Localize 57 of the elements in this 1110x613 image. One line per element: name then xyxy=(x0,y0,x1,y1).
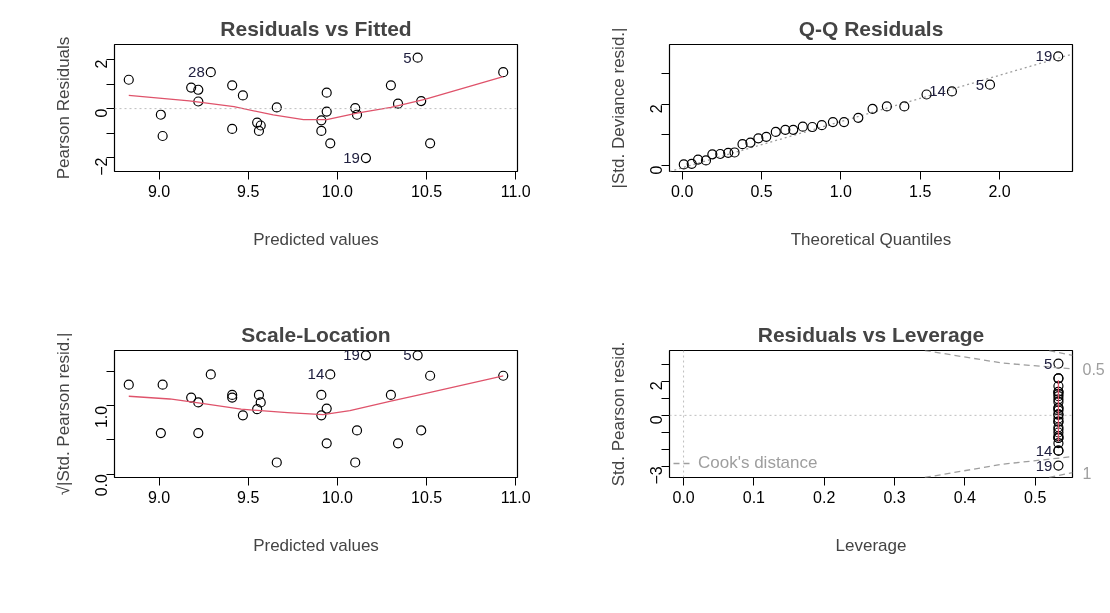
x-tick-label: 10.5 xyxy=(410,182,443,200)
legend-label: Cook's distance xyxy=(698,453,818,473)
x-tick-label: 10.0 xyxy=(321,182,354,200)
x-tick-label: 11.0 xyxy=(500,182,531,200)
chart-title: Q-Q Residuals xyxy=(798,16,944,40)
x-tick-label: 10.5 xyxy=(410,488,443,506)
annotation: 5 xyxy=(1044,354,1053,372)
annotation: 5 xyxy=(403,346,412,364)
annotation: 14 xyxy=(307,365,325,383)
annotation: 19 xyxy=(1035,47,1053,65)
x-tick-label: 1.0 xyxy=(829,182,853,200)
x-axis-title: Theoretical Quantiles xyxy=(790,229,952,249)
y-tick-label: −2 xyxy=(93,157,111,176)
annotation: 5 xyxy=(975,75,984,93)
x-axis-title: Predicted values xyxy=(253,535,379,555)
annotation: 14 xyxy=(1035,441,1053,459)
y-tick-label: 0 xyxy=(648,165,666,175)
y-tick-label: 2 xyxy=(648,104,666,114)
y-tick-label: 1.0 xyxy=(93,405,111,429)
annotation: 5 xyxy=(403,48,412,66)
y-axis-title: Std. Pearson resid. xyxy=(608,341,628,487)
x-tick-label: 0.0 xyxy=(672,488,695,506)
annotation: 1 xyxy=(1082,464,1092,482)
x-tick-label: 0.5 xyxy=(750,182,773,200)
x-tick-label: 0.2 xyxy=(813,488,836,506)
chart-title: Scale-Location xyxy=(241,322,391,346)
y-tick-label: −3 xyxy=(648,466,666,485)
chart-title: Residuals vs Leverage xyxy=(757,322,985,346)
y-axis-title: √|Std. Pearson resid.| xyxy=(53,332,73,496)
x-tick-label: 9.5 xyxy=(237,182,260,200)
x-axis-title: Predicted values xyxy=(253,229,379,249)
annotation: 14 xyxy=(929,82,946,100)
x-tick-label: 0.5 xyxy=(1024,488,1047,506)
y-axis-title: |Std. Deviance resid.| xyxy=(608,27,628,189)
annotation: 19 xyxy=(343,149,360,167)
x-tick-label: 9.0 xyxy=(147,182,171,200)
annotation: 19 xyxy=(343,346,360,364)
annotation: 0.5 xyxy=(1082,360,1105,378)
y-axis-title: Pearson Residuals xyxy=(53,36,73,180)
x-tick-label: 0.0 xyxy=(671,182,694,200)
x-tick-label: 11.0 xyxy=(500,488,531,506)
chart-title: Residuals vs Fitted xyxy=(220,16,412,40)
annotation: 19 xyxy=(1035,456,1053,474)
x-tick-label: 0.4 xyxy=(953,488,977,506)
x-axis-title: Leverage xyxy=(835,535,907,555)
y-tick-label: 2 xyxy=(648,381,666,391)
y-tick-label: 0 xyxy=(648,415,666,425)
x-tick-label: 9.5 xyxy=(237,488,260,506)
x-tick-label: 0.1 xyxy=(742,488,766,506)
x-tick-label: 0.3 xyxy=(883,488,906,506)
x-tick-label: 2.0 xyxy=(988,182,1011,200)
x-tick-label: 1.5 xyxy=(909,182,932,200)
y-tick-label: 2 xyxy=(93,59,111,69)
x-tick-label: 9.0 xyxy=(147,488,171,506)
y-tick-label: 0 xyxy=(93,108,111,118)
x-tick-label: 10.0 xyxy=(321,488,354,506)
annotation: 28 xyxy=(188,63,205,81)
